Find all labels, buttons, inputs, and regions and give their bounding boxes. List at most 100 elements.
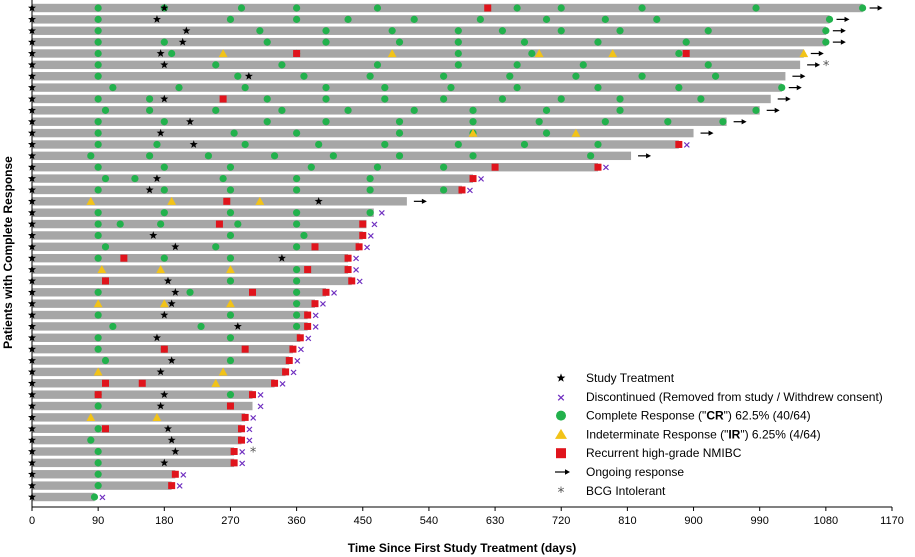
legend-discontinued-icon: × — [556, 391, 565, 404]
cr-marker — [226, 231, 235, 240]
patient-bar — [32, 276, 352, 286]
recurrence-marker — [230, 448, 238, 456]
cr-marker — [131, 174, 139, 183]
study-treatment-marker — [152, 174, 161, 182]
ongoing-arrowhead — [844, 16, 850, 22]
discontinued-marker: × — [319, 299, 327, 310]
patient-bar — [32, 83, 782, 92]
cr-marker — [212, 243, 220, 251]
recurrence-marker — [102, 379, 110, 387]
cr-marker — [94, 220, 102, 228]
patient-bar — [32, 197, 407, 206]
recurrence-marker — [171, 470, 179, 478]
ir-marker — [534, 49, 544, 58]
cr-marker — [542, 129, 551, 137]
recurrence-marker — [491, 163, 499, 171]
cr-marker — [293, 4, 301, 12]
legend-cr-icon — [556, 410, 566, 421]
legend-ongoing-arrowhead — [565, 469, 570, 475]
cr-marker — [146, 152, 154, 160]
discontinued-marker: × — [98, 493, 106, 504]
cr-marker — [315, 140, 323, 149]
x-tick-label: 900 — [684, 515, 702, 527]
ongoing-arrowhead — [815, 62, 821, 68]
ir-marker — [799, 49, 809, 58]
cr-marker — [300, 231, 308, 240]
ongoing-arrowhead — [877, 5, 883, 11]
cr-marker — [186, 288, 194, 296]
cr-marker — [454, 27, 462, 35]
cr-marker — [520, 140, 529, 149]
x-axis: 0 90 180 270 360 450 540 630 720 810 900 990 1080 117… — [29, 0, 904, 527]
discontinued-marker: × — [256, 402, 264, 413]
x-tick-label: 450 — [354, 515, 372, 527]
cr-marker — [513, 61, 521, 69]
cr-marker — [293, 220, 301, 228]
recurrence-marker — [675, 140, 683, 148]
cr-marker — [454, 49, 462, 58]
cr-marker — [94, 402, 102, 410]
cr-marker — [469, 106, 477, 114]
legend-label-bcg-intolerant: BCG Intolerant — [586, 484, 666, 498]
discontinued-marker: × — [363, 242, 371, 253]
patient-bar — [32, 253, 349, 263]
cr-marker — [101, 356, 110, 365]
bcg-intolerant-marker: * — [250, 446, 257, 461]
cr-marker — [293, 288, 301, 296]
patient-bar — [32, 163, 598, 172]
patient-bar — [32, 37, 826, 47]
cr-marker — [858, 4, 867, 12]
cr-marker — [241, 140, 249, 149]
study-treatment-marker — [171, 288, 180, 296]
ir-marker — [218, 367, 228, 376]
cr-marker — [160, 163, 168, 171]
bcg-intolerant-marker: * — [823, 59, 830, 74]
cr-marker — [395, 129, 404, 137]
cr-marker — [226, 163, 235, 171]
patient-bar — [32, 117, 727, 126]
patient-bar — [32, 424, 242, 433]
cr-marker — [513, 84, 521, 92]
cr-marker — [366, 186, 374, 194]
study-treatment-marker — [167, 299, 176, 308]
discontinued-marker: × — [278, 379, 286, 390]
cr-marker — [101, 243, 110, 251]
cr-marker — [506, 72, 514, 80]
cr-marker — [395, 152, 404, 160]
cr-marker — [344, 106, 352, 114]
discontinued-marker: × — [477, 174, 485, 185]
cr-marker — [307, 163, 315, 171]
cr-marker — [293, 15, 301, 23]
patient-bar — [32, 128, 694, 138]
cr-marker — [447, 84, 455, 92]
cr-marker — [109, 322, 117, 331]
patient-bar — [32, 322, 308, 331]
study-treatment-marker — [160, 3, 169, 12]
ongoing-arrowhead — [708, 130, 714, 136]
recurrence-marker — [289, 345, 297, 353]
study-treatment-marker — [160, 60, 169, 69]
study-treatment-marker — [156, 49, 165, 57]
cr-marker — [90, 493, 99, 501]
cr-marker — [557, 27, 565, 35]
patient-bar — [32, 390, 253, 399]
ongoing-arrowhead — [840, 28, 846, 34]
recurrence-marker — [484, 4, 492, 12]
study-treatment-marker — [160, 94, 169, 103]
cr-marker — [146, 95, 154, 103]
cr-marker — [293, 186, 301, 194]
cr-marker — [94, 163, 102, 171]
cr-marker — [153, 140, 161, 149]
cr-marker — [293, 311, 301, 319]
patient-bar — [32, 174, 474, 183]
study-treatment-marker — [244, 72, 253, 80]
patient-bar — [32, 219, 367, 229]
cr-marker — [94, 459, 102, 467]
cr-marker — [94, 27, 102, 35]
cr-marker — [94, 288, 102, 296]
cr-marker — [822, 27, 830, 35]
cr-marker — [168, 49, 176, 58]
ongoing-arrowhead — [785, 96, 791, 102]
cr-marker — [94, 254, 102, 262]
ir-marker — [608, 49, 618, 58]
